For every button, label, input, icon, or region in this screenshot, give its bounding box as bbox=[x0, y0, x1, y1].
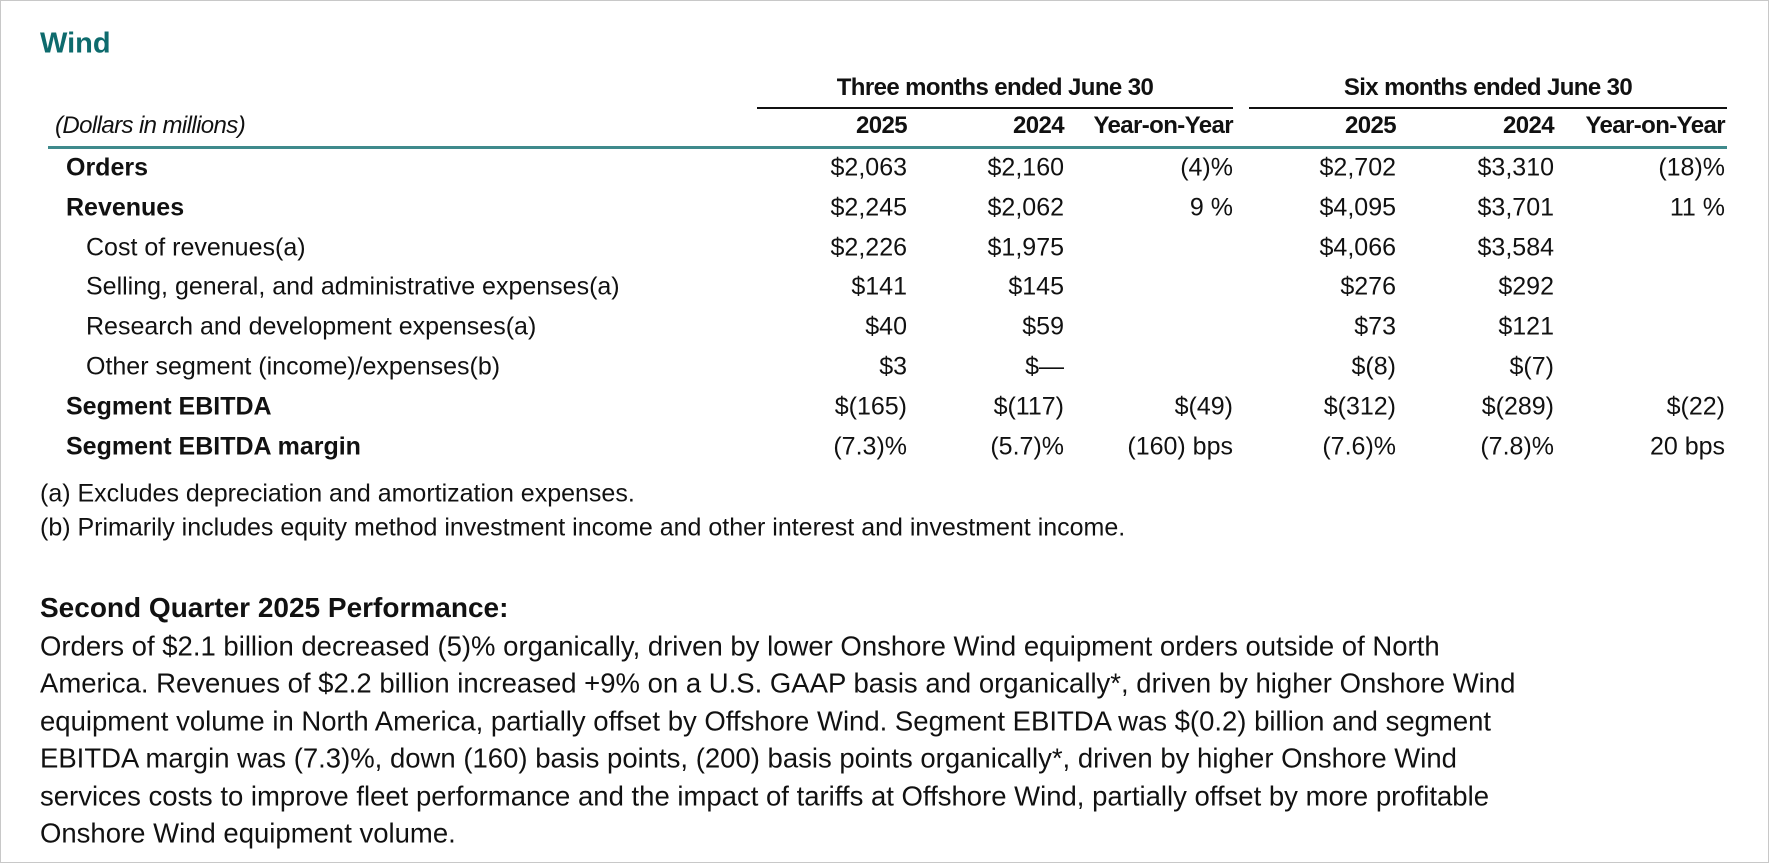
table-cell: $(8) bbox=[1351, 352, 1396, 381]
row-label: Research and development expenses(a) bbox=[86, 312, 537, 341]
table-cell: $40 bbox=[865, 312, 907, 341]
body-line: services costs to improve fleet performa… bbox=[40, 779, 1489, 811]
table-cell: $3,310 bbox=[1477, 153, 1554, 182]
table-cell: $292 bbox=[1498, 272, 1554, 301]
column-header: Year-on-Year bbox=[1585, 112, 1725, 139]
section-title: Wind bbox=[40, 27, 111, 60]
body-line: Onshore Wind equipment volume. bbox=[40, 817, 456, 849]
group-header: Six months ended June 30 bbox=[1343, 74, 1633, 101]
body-line: equipment volume in North America, parti… bbox=[40, 705, 1492, 737]
table-cell: 11 % bbox=[1669, 193, 1725, 222]
table-cell: $73 bbox=[1354, 312, 1396, 341]
table-cell: $121 bbox=[1498, 312, 1554, 341]
row-label: Orders bbox=[66, 153, 148, 182]
table-cell: $(49) bbox=[1174, 392, 1233, 421]
group-header: Three months ended June 30 bbox=[836, 74, 1154, 101]
table-cell: $(22) bbox=[1666, 392, 1725, 421]
table-cell: (18)% bbox=[1658, 153, 1725, 182]
table-cell: $2,160 bbox=[987, 153, 1064, 182]
table-cell: $2,702 bbox=[1319, 153, 1396, 182]
body-line: America. Revenues of $2.2 billion increa… bbox=[40, 667, 1516, 699]
table-cell: $3,701 bbox=[1477, 193, 1554, 222]
table-cell: 9 % bbox=[1189, 193, 1233, 222]
table-cell: $1,975 bbox=[987, 233, 1064, 262]
table-cell: $(289) bbox=[1481, 392, 1554, 421]
column-header: 2024 bbox=[1013, 112, 1065, 139]
header-rule bbox=[48, 146, 1727, 149]
table-cell: $59 bbox=[1022, 312, 1064, 341]
table-cell: (5.7)% bbox=[990, 432, 1064, 461]
table-cell: $145 bbox=[1008, 272, 1064, 301]
table-cell: $3 bbox=[879, 352, 907, 381]
table-cell: (160) bps bbox=[1127, 432, 1233, 461]
table-cell: $2,245 bbox=[830, 193, 907, 222]
table-cell: (4)% bbox=[1180, 153, 1233, 182]
table-cell: $— bbox=[1025, 352, 1064, 381]
group-rule bbox=[757, 107, 1233, 109]
row-label: Selling, general, and administrative exp… bbox=[86, 272, 620, 301]
table-cell: (7.6)% bbox=[1322, 432, 1396, 461]
table-cell: (7.3)% bbox=[833, 432, 907, 461]
section-heading: Second Quarter 2025 Performance: bbox=[40, 592, 509, 623]
units-label: (Dollars in millions) bbox=[55, 112, 246, 139]
row-label: Segment EBITDA bbox=[66, 392, 272, 421]
column-header: 2024 bbox=[1503, 112, 1555, 139]
table-cell: $2,226 bbox=[830, 233, 907, 262]
table-cell: $4,095 bbox=[1319, 193, 1396, 222]
table-cell: $3,584 bbox=[1477, 233, 1554, 262]
row-label: Segment EBITDA margin bbox=[66, 432, 361, 461]
table-cell: $(7) bbox=[1509, 352, 1554, 381]
table-cell: $(312) bbox=[1323, 392, 1396, 421]
footnote: (a) Excludes depreciation and amortizati… bbox=[40, 479, 635, 508]
row-label: Other segment (income)/expenses(b) bbox=[86, 352, 501, 381]
table-cell: $276 bbox=[1340, 272, 1396, 301]
body-line: EBITDA margin was (7.3)%, down (160) bas… bbox=[40, 742, 1457, 774]
column-header: 2025 bbox=[856, 112, 908, 139]
table-cell: (7.8)% bbox=[1480, 432, 1554, 461]
row-label: Cost of revenues(a) bbox=[86, 233, 306, 262]
table-cell: $2,062 bbox=[987, 193, 1064, 222]
table-cell: $2,063 bbox=[830, 153, 907, 182]
table-cell: $(165) bbox=[834, 392, 907, 421]
table-cell: $4,066 bbox=[1319, 233, 1396, 262]
body-line: Orders of $2.1 billion decreased (5)% or… bbox=[40, 630, 1440, 662]
row-label: Revenues bbox=[66, 193, 185, 222]
table-cell: $141 bbox=[851, 272, 907, 301]
column-header: 2025 bbox=[1345, 112, 1397, 139]
table-cell: 20 bps bbox=[1649, 432, 1725, 461]
group-rule bbox=[1249, 107, 1727, 109]
footnote: (b) Primarily includes equity method inv… bbox=[40, 513, 1126, 542]
table-cell: $(117) bbox=[993, 392, 1064, 421]
column-header: Year-on-Year bbox=[1093, 112, 1233, 139]
